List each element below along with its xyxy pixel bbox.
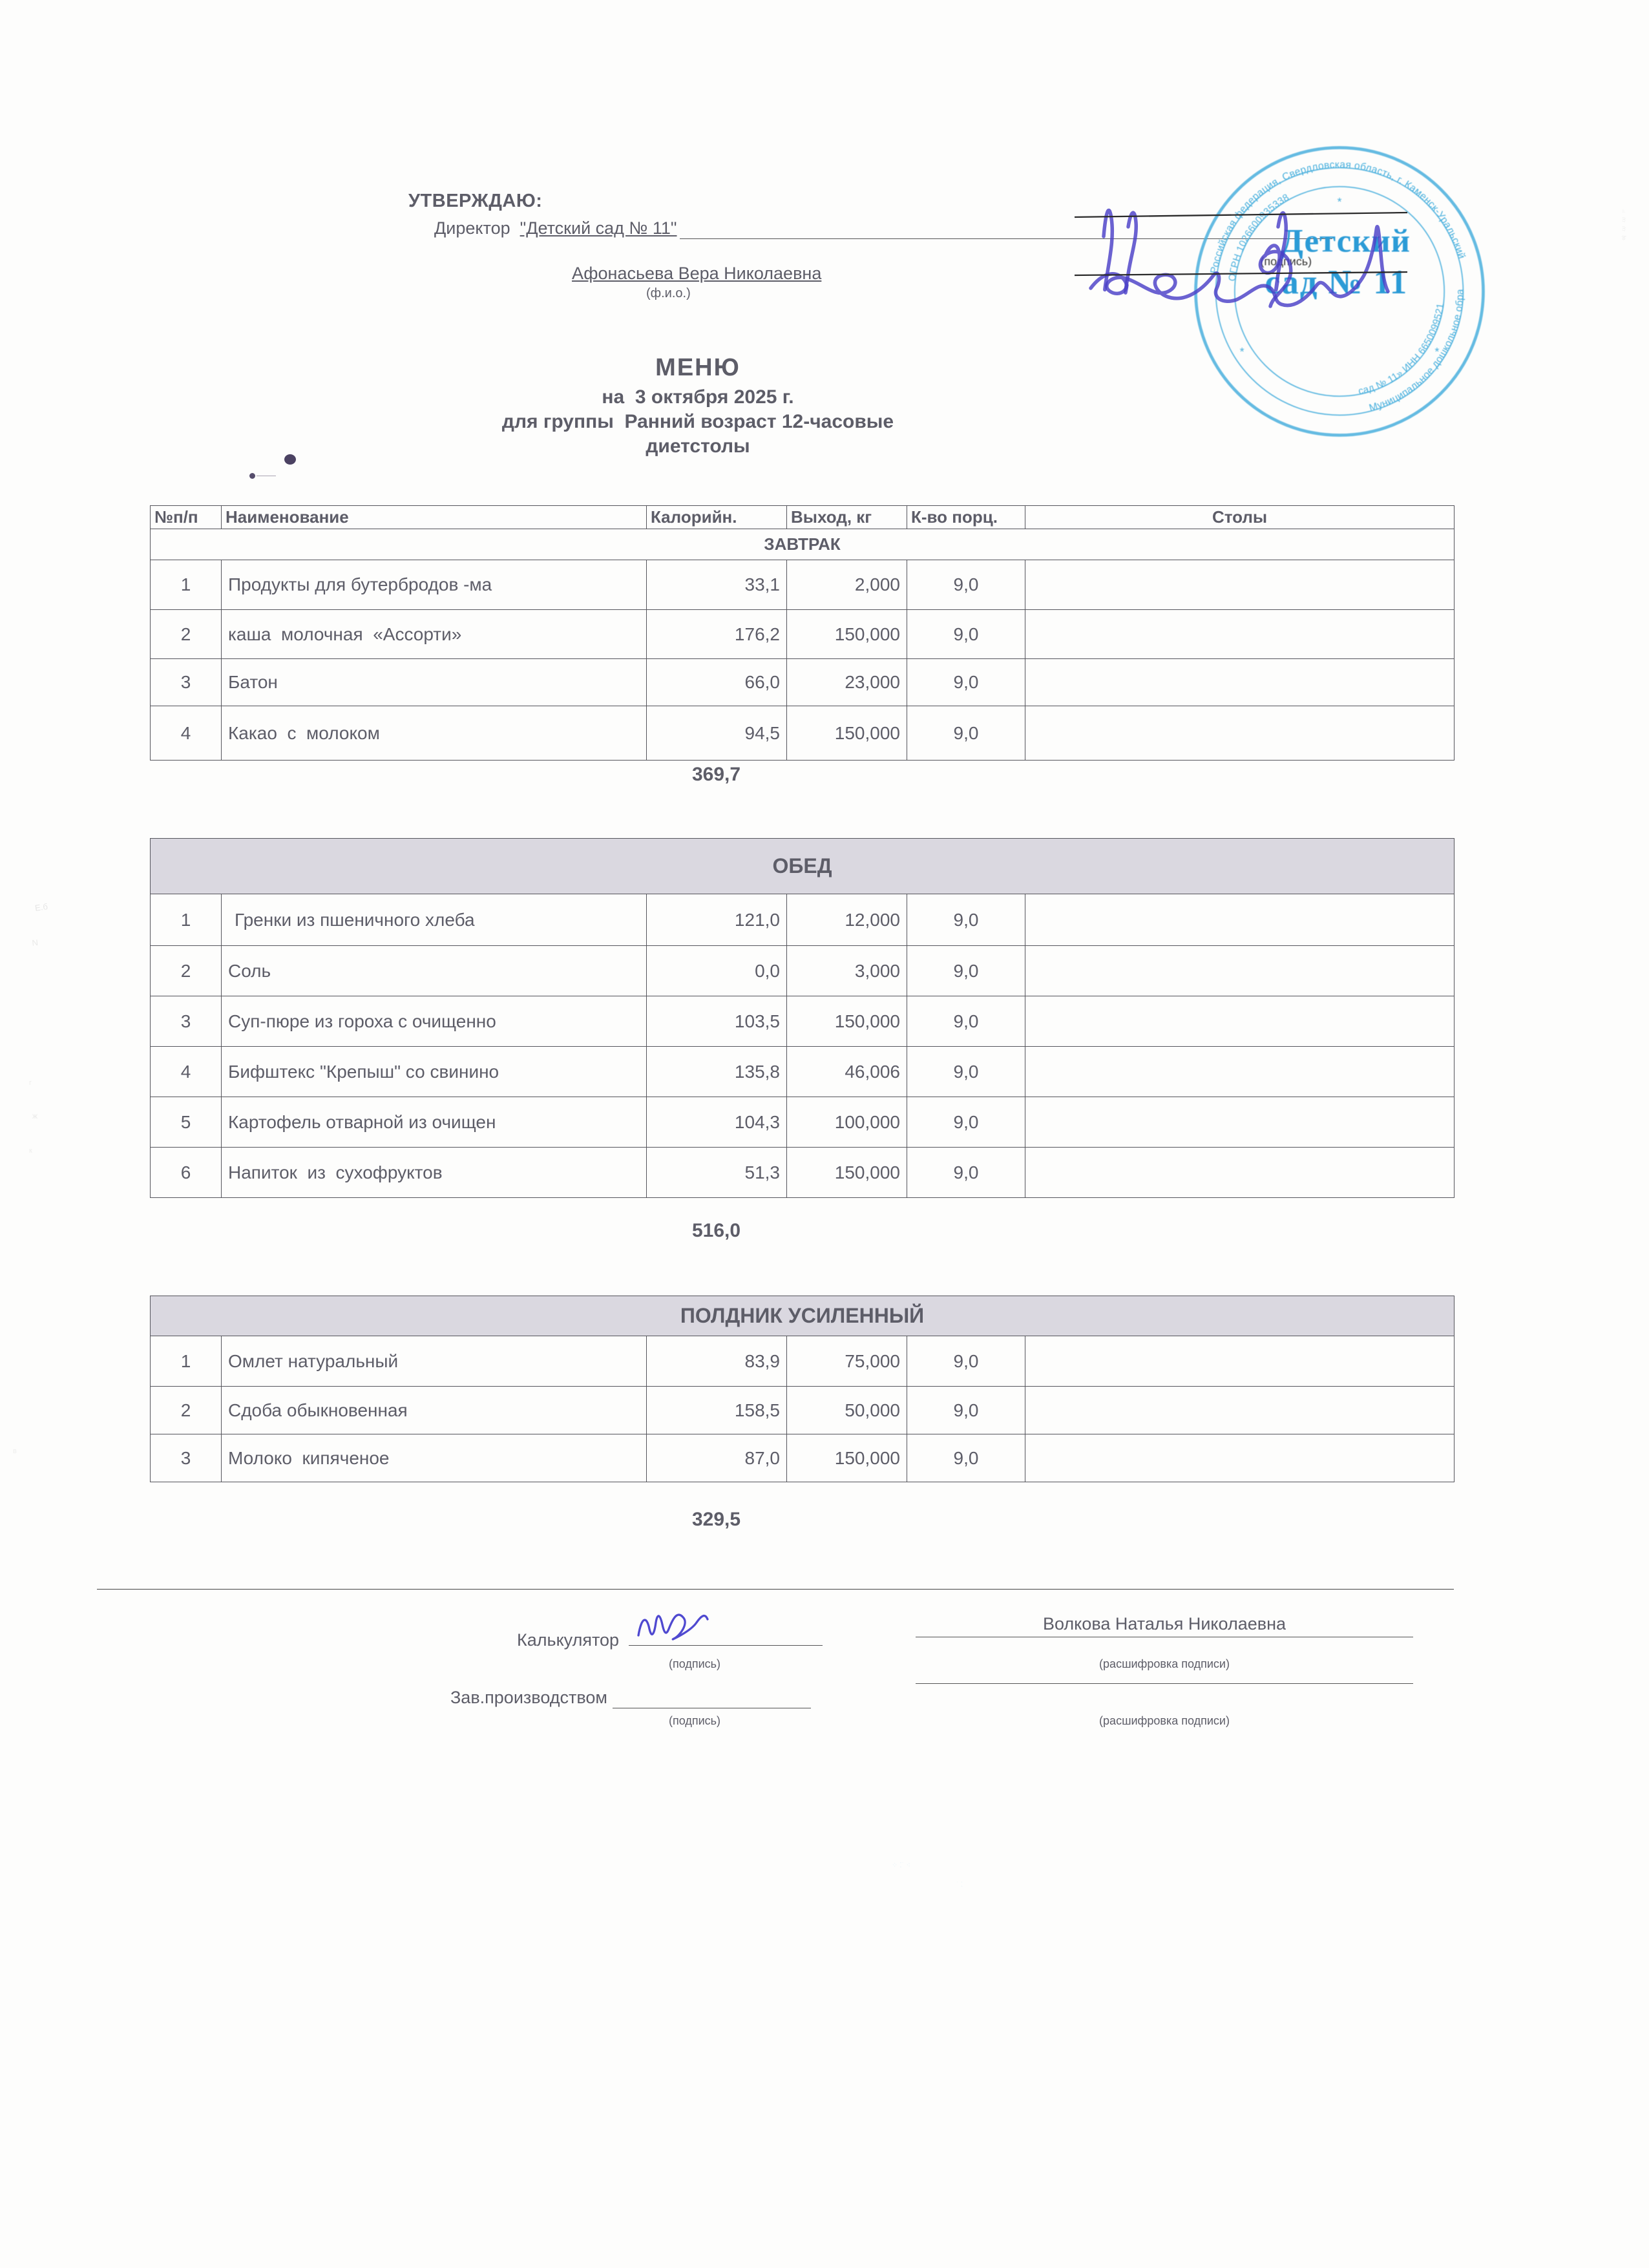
svg-text:*: * bbox=[1434, 345, 1439, 358]
